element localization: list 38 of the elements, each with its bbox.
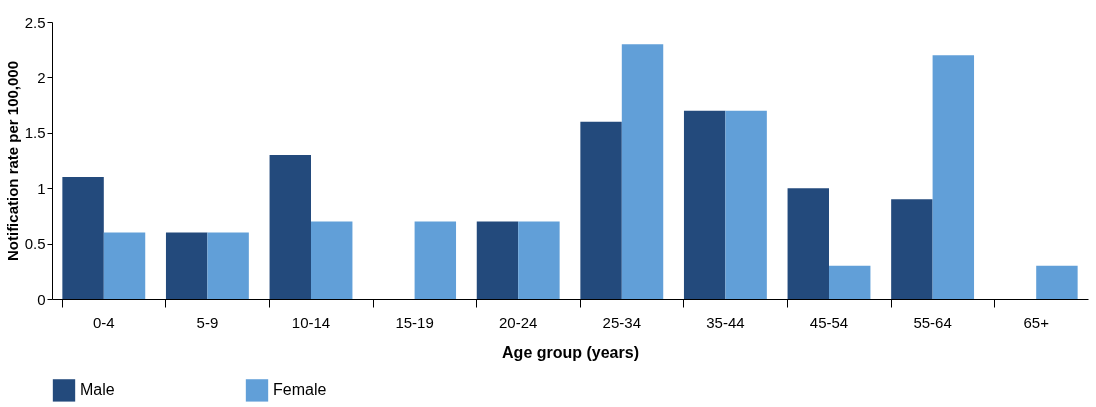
x-tick-label: 65+: [1023, 313, 1050, 331]
x-tick-label: 35-44: [706, 313, 745, 331]
y-axis-title: Notification rate per 100,000: [3, 60, 21, 262]
y-tick-label: 2: [37, 68, 46, 86]
bar: [165, 232, 208, 299]
bar: [269, 154, 311, 299]
bar: [62, 177, 104, 299]
bar: [311, 221, 353, 299]
bar: [683, 110, 726, 299]
x-tick-label: 55-64: [913, 313, 952, 331]
bar: [932, 55, 975, 299]
legend-label: Female: [273, 381, 327, 399]
bar: [103, 232, 146, 299]
x-tick-label: 15-19: [395, 313, 434, 331]
y-tick-label: 2.5: [24, 13, 46, 31]
y-tick-label: 1: [37, 179, 46, 197]
x-axis-title: Age group (years): [502, 343, 639, 361]
legend-label: Male: [80, 381, 115, 399]
x-tick-label: 45-54: [809, 313, 849, 331]
x-tick-label: 25-34: [602, 313, 641, 331]
bar: [207, 232, 249, 299]
bar: [580, 121, 622, 299]
y-tick-label: 1.5: [24, 124, 46, 142]
bar: [1036, 265, 1078, 299]
y-tick-label: 0: [37, 290, 46, 308]
bar: [414, 221, 457, 299]
x-tick-label: 10-14: [291, 313, 331, 331]
bar: [787, 188, 829, 299]
bar: [621, 44, 664, 299]
x-tick-label: 20-24: [499, 313, 538, 331]
bar: [476, 221, 519, 299]
x-tick-label: 5-9: [196, 313, 219, 331]
y-tick-label: 0.5: [24, 235, 46, 253]
bar: [829, 265, 871, 299]
bar: [725, 110, 767, 299]
bar: [891, 199, 933, 299]
x-tick-label: 0-4: [92, 313, 115, 331]
bar: [518, 221, 560, 299]
